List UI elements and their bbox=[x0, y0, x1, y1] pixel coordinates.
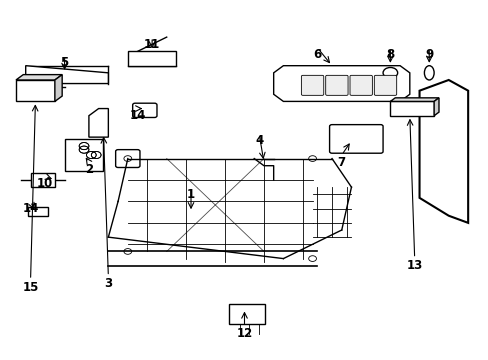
FancyBboxPatch shape bbox=[228, 304, 264, 324]
Text: 8: 8 bbox=[386, 49, 394, 62]
Polygon shape bbox=[16, 80, 55, 102]
Text: 11: 11 bbox=[143, 38, 160, 51]
FancyBboxPatch shape bbox=[30, 173, 55, 187]
FancyBboxPatch shape bbox=[28, 207, 47, 216]
FancyBboxPatch shape bbox=[301, 75, 323, 95]
Text: 14: 14 bbox=[22, 202, 39, 215]
Text: 3: 3 bbox=[104, 277, 112, 290]
Text: 10: 10 bbox=[37, 177, 53, 190]
Polygon shape bbox=[419, 80, 467, 223]
Polygon shape bbox=[273, 66, 409, 102]
FancyBboxPatch shape bbox=[132, 103, 157, 117]
Text: 15: 15 bbox=[22, 281, 39, 294]
Text: 13: 13 bbox=[406, 259, 422, 272]
Polygon shape bbox=[127, 51, 176, 66]
Text: 6: 6 bbox=[313, 49, 321, 62]
Text: 5: 5 bbox=[61, 55, 69, 69]
FancyBboxPatch shape bbox=[349, 75, 372, 95]
Text: 1: 1 bbox=[186, 188, 195, 201]
FancyBboxPatch shape bbox=[329, 125, 382, 153]
Polygon shape bbox=[389, 98, 438, 102]
FancyBboxPatch shape bbox=[116, 150, 140, 167]
Polygon shape bbox=[55, 75, 62, 102]
Text: 9: 9 bbox=[424, 49, 432, 62]
FancyBboxPatch shape bbox=[325, 75, 347, 95]
Polygon shape bbox=[26, 66, 108, 84]
FancyBboxPatch shape bbox=[373, 75, 396, 95]
Text: 14: 14 bbox=[129, 109, 145, 122]
Text: 12: 12 bbox=[236, 327, 252, 340]
Text: 7: 7 bbox=[337, 156, 345, 168]
Polygon shape bbox=[89, 109, 108, 137]
Polygon shape bbox=[433, 98, 438, 116]
Polygon shape bbox=[16, 75, 62, 80]
Polygon shape bbox=[389, 102, 433, 116]
Text: 4: 4 bbox=[254, 134, 263, 147]
Text: 2: 2 bbox=[85, 163, 93, 176]
